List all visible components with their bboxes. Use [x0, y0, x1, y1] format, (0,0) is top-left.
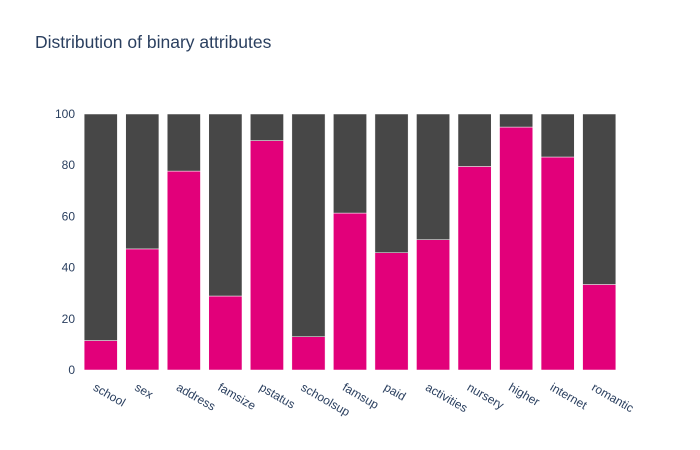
bar-paid-series-0	[374, 252, 409, 371]
bar-internet-series-0	[540, 156, 575, 371]
chart-title: Distribution of binary attributes	[35, 32, 272, 52]
bar-nursery-series-1	[457, 113, 492, 167]
bar-romantic-series-1	[582, 113, 617, 285]
bar-sex-series-1	[125, 113, 160, 250]
bar-nursery-series-0	[457, 166, 492, 371]
y-axis: 0 20 40 60 80 100	[55, 107, 75, 377]
bar-schoolsup-series-0	[291, 336, 326, 371]
x-tick-label-internet: internet	[548, 380, 590, 412]
y-tick-label: 20	[62, 312, 76, 326]
bar-school-series-0	[83, 340, 118, 371]
bar-famsize-series-1	[208, 113, 243, 297]
y-tick-label: 100	[55, 107, 75, 121]
x-tick-label-romantic: romantic	[589, 380, 636, 415]
y-tick-label: 0	[68, 363, 75, 377]
x-tick-label-activities: activities	[423, 380, 470, 415]
bar-school-series-1	[83, 113, 118, 341]
bar-sex-series-0	[125, 248, 160, 371]
x-tick-label-famsize: famsize	[215, 380, 258, 413]
bar-address-series-1	[166, 113, 201, 172]
bar-address-series-0	[166, 170, 201, 371]
bar-famsize-series-0	[208, 295, 243, 371]
y-tick-label: 60	[62, 209, 76, 223]
bar-pstatus-series-1	[250, 113, 284, 141]
bar-famsup-series-1	[333, 113, 367, 214]
x-tick-label-nursery: nursery	[465, 380, 507, 412]
y-tick-label: 80	[62, 158, 76, 172]
bar-internet-series-1	[540, 113, 575, 158]
x-tick-label-address: address	[174, 380, 218, 413]
x-tick-label-sex: sex	[132, 380, 155, 401]
bar-activities-series-1	[416, 113, 450, 240]
x-tick-label-school: school	[91, 380, 128, 409]
bars-layer	[83, 113, 617, 371]
bar-paid-series-1	[374, 113, 409, 253]
x-tick-label-higher: higher	[506, 380, 542, 409]
bar-romantic-series-0	[582, 284, 617, 371]
bar-famsup-series-0	[333, 212, 367, 371]
x-tick-label-pstatus: pstatus	[257, 380, 298, 411]
x-tick-label-paid: paid	[382, 380, 409, 403]
y-tick-label: 40	[62, 261, 76, 275]
bar-schoolsup-series-1	[291, 113, 326, 337]
bar-activities-series-0	[416, 239, 450, 371]
bar-higher-series-1	[499, 113, 534, 128]
bar-higher-series-0	[499, 126, 534, 371]
bar-pstatus-series-0	[250, 140, 284, 371]
